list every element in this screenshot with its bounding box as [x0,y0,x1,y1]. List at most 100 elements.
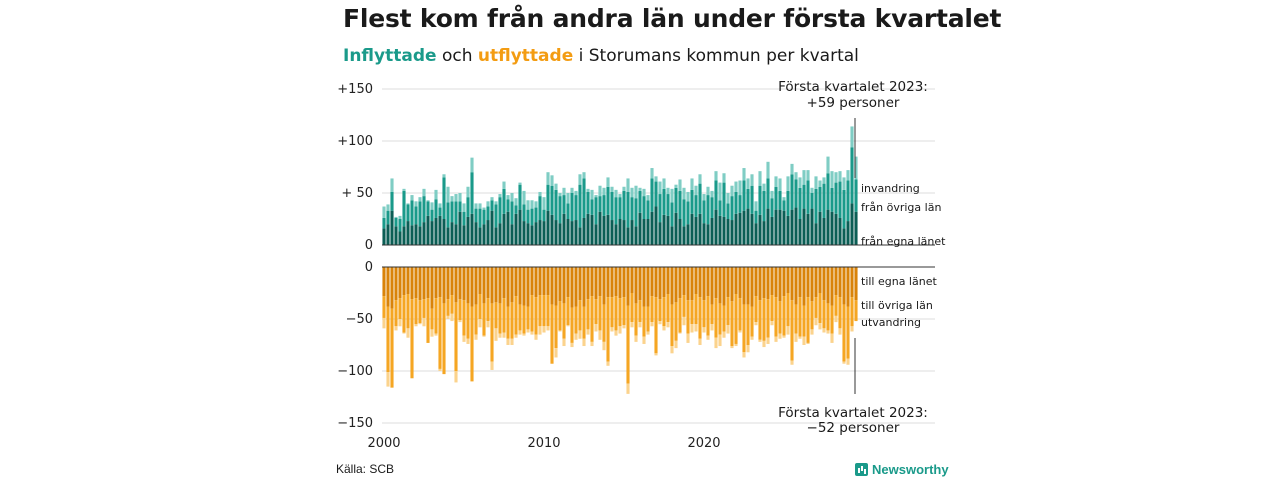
bar-out-segment [546,295,550,327]
bar-out-segment [750,306,754,337]
bar-in-segment [622,190,626,221]
bar-in-segment [842,228,846,245]
bar-out-segment [798,297,802,337]
bar-in-segment [702,200,706,224]
bar-out-segment [578,267,582,301]
bar-in-segment [486,201,490,207]
bar-in-segment [654,176,658,182]
bar-in-segment [798,187,802,219]
bar-out-segment [442,303,446,375]
bar-in-segment [830,171,834,188]
bar-in-segment [762,183,766,191]
bar-out-segment [418,267,422,301]
bar-out-segment [838,328,842,335]
bar-in-segment [770,190,774,199]
bar-out-segment [506,267,510,307]
bar-in-segment [518,182,522,185]
bar-out-segment [478,294,482,319]
bar-out-segment [718,267,722,304]
bar-in-segment [706,186,710,196]
bar-in-segment [838,171,842,182]
bar-in-segment [630,187,634,198]
bar-in-segment [422,222,426,245]
bar-out-segment [818,293,822,324]
bar-in-segment [494,201,498,205]
bar-out-segment [414,298,418,325]
bar-out-segment [770,267,774,296]
bar-in-segment [782,197,786,201]
bar-out-segment [534,267,538,298]
bar-in-segment [558,223,562,245]
bar-in-segment [626,178,630,192]
bar-out-segment [590,296,594,342]
bar-in-segment [810,208,814,245]
bar-in-segment [682,187,686,200]
bar-out-segment [650,322,654,327]
bar-out-segment [782,335,786,338]
bar-in-segment [474,208,478,223]
bar-out-segment [614,296,618,331]
bar-out-segment [814,297,818,318]
bar-in-segment [606,177,610,187]
bar-in-segment [598,211,602,245]
bar-out-segment [542,267,546,296]
bar-in-segment [774,209,778,245]
bar-in-segment [742,168,746,181]
bar-in-segment [690,189,694,214]
bar-in-segment [446,186,450,203]
bar-out-segment [574,333,578,340]
bar-in-segment [826,209,830,245]
bar-in-segment [510,193,514,202]
bar-out-segment [694,267,698,295]
bar-in-segment [642,196,646,219]
bar-out-segment [662,297,666,327]
bar-out-segment [434,298,438,334]
bar-in-segment [746,208,750,245]
annotation-bottom-line2: −52 personer [807,420,900,436]
bar-in-segment [678,219,682,245]
bar-out-segment [566,267,570,298]
bar-out-segment [426,267,430,299]
bar-in-segment [446,202,450,228]
bar-in-segment [534,222,538,245]
bar-in-segment [478,208,482,228]
bar-in-segment [686,201,690,225]
bar-out-segment [586,267,590,300]
bar-out-segment [730,346,734,349]
bar-out-segment [702,327,706,333]
bar-in-segment [642,188,646,197]
bar-in-segment [442,174,446,178]
bar-in-segment [786,176,790,191]
bar-out-segment [670,267,674,305]
bar-out-segment [434,267,438,299]
bar-in-segment [486,220,490,245]
bar-in-segment [794,172,798,180]
bar-out-segment [558,330,562,332]
bar-out-segment [570,307,574,343]
bar-in-segment [482,209,486,225]
bar-in-segment [678,190,682,219]
bar-out-segment [846,306,850,359]
bar-in-segment [478,203,482,209]
bar-in-segment [414,224,418,245]
bar-out-segment [806,342,810,344]
bar-in-segment [598,185,602,197]
bar-in-segment [518,184,522,210]
bar-in-segment [814,176,818,189]
bar-out-segment [602,304,606,342]
bar-out-segment [810,301,814,330]
bar-out-segment [402,295,406,333]
bar-out-segment [390,267,394,309]
bar-in-segment [786,215,790,245]
annotations: Första kvartalet 2023:+59 personerFörsta… [778,79,928,436]
bar-in-segment [562,187,566,196]
bar-out-segment [530,331,534,335]
bar-in-segment [782,200,786,211]
bar-in-segment [794,179,798,208]
bar-in-segment [430,209,434,222]
bar-out-segment [666,322,670,328]
bar-out-segment [654,297,658,354]
bar-out-segment [502,332,506,338]
bar-out-segment [722,305,726,332]
bar-out-segment [518,304,522,331]
